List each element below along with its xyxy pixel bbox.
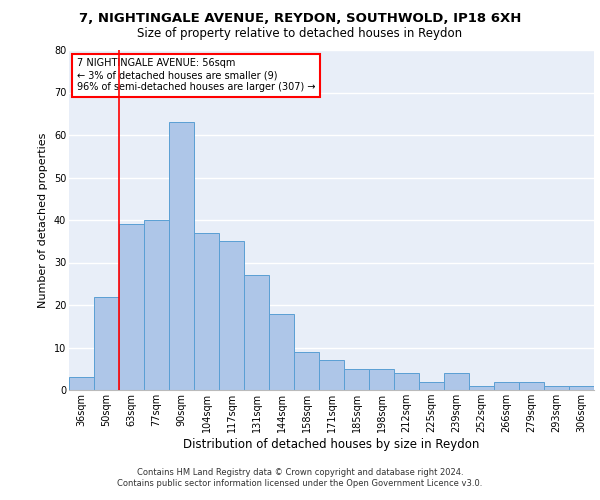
Bar	[169, 122, 194, 390]
Bar	[69, 377, 94, 390]
Text: Size of property relative to detached houses in Reydon: Size of property relative to detached ho…	[137, 28, 463, 40]
Bar	[544, 386, 569, 390]
Bar	[269, 314, 294, 390]
Text: 7 NIGHTINGALE AVENUE: 56sqm
← 3% of detached houses are smaller (9)
96% of semi-: 7 NIGHTINGALE AVENUE: 56sqm ← 3% of deta…	[77, 58, 316, 92]
Text: 7, NIGHTINGALE AVENUE, REYDON, SOUTHWOLD, IP18 6XH: 7, NIGHTINGALE AVENUE, REYDON, SOUTHWOLD…	[79, 12, 521, 26]
X-axis label: Distribution of detached houses by size in Reydon: Distribution of detached houses by size …	[184, 438, 479, 451]
Bar	[319, 360, 344, 390]
Bar	[219, 242, 244, 390]
Bar	[494, 382, 519, 390]
Bar	[244, 275, 269, 390]
Bar	[344, 369, 369, 390]
Bar	[419, 382, 444, 390]
Bar	[444, 373, 469, 390]
Bar	[294, 352, 319, 390]
Y-axis label: Number of detached properties: Number of detached properties	[38, 132, 48, 308]
Bar	[569, 386, 594, 390]
Bar	[144, 220, 169, 390]
Text: Contains HM Land Registry data © Crown copyright and database right 2024.
Contai: Contains HM Land Registry data © Crown c…	[118, 468, 482, 487]
Bar	[519, 382, 544, 390]
Bar	[94, 296, 119, 390]
Bar	[119, 224, 144, 390]
Bar	[394, 373, 419, 390]
Bar	[469, 386, 494, 390]
Bar	[194, 233, 219, 390]
Bar	[369, 369, 394, 390]
